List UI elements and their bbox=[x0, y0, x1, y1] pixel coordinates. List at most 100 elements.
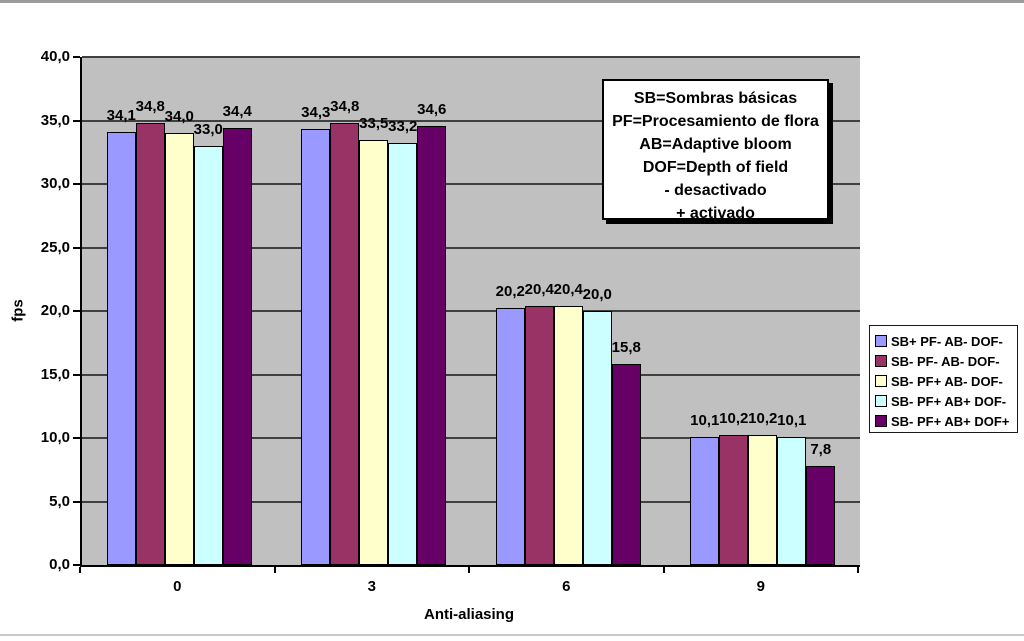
bar-data-label: 34,1 bbox=[106, 106, 136, 124]
bar-data-label: 34,0 bbox=[164, 108, 194, 126]
gridline bbox=[82, 246, 860, 249]
x-tick-mark bbox=[468, 567, 470, 573]
annotation-line: SB=Sombras básicas bbox=[633, 90, 798, 107]
bar-data-label: 33,5 bbox=[359, 114, 389, 132]
bar-data-label: 10,2 bbox=[748, 410, 778, 428]
legend-swatch-icon bbox=[875, 375, 887, 387]
bar bbox=[301, 129, 331, 565]
bottom-border-line bbox=[0, 634, 1024, 636]
top-border-line bbox=[0, 0, 1024, 3]
annotation-box: SB=Sombras básicas PF=Procesamiento de fl… bbox=[602, 79, 829, 222]
x-tick-mark bbox=[273, 567, 276, 573]
y-tick-label: 5,0 bbox=[49, 492, 70, 510]
y-tick-mark bbox=[73, 119, 80, 122]
bar bbox=[806, 465, 836, 565]
annotation-line: + activado bbox=[676, 205, 755, 222]
annotation-line: DOF=Depth of field bbox=[642, 159, 789, 176]
y-tick-label: 25,0 bbox=[40, 238, 70, 256]
bar bbox=[193, 145, 223, 565]
x-tick-mark bbox=[79, 567, 81, 573]
y-tick-mark bbox=[73, 500, 80, 503]
bar bbox=[777, 436, 807, 565]
legend-label: SB- PF+ AB- DOF- bbox=[891, 373, 1003, 389]
bar bbox=[330, 123, 360, 565]
y-tick-label: 35,0 bbox=[40, 111, 70, 129]
bar bbox=[524, 305, 554, 565]
bar bbox=[553, 305, 583, 565]
bar bbox=[582, 311, 612, 565]
y-tick-mark bbox=[73, 56, 80, 58]
bar-data-label: 33,2 bbox=[388, 118, 418, 136]
legend-swatch-icon bbox=[875, 355, 887, 367]
y-tick-mark bbox=[73, 310, 80, 312]
legend-swatch-icon bbox=[875, 335, 887, 347]
bar-data-label: 34,8 bbox=[135, 98, 165, 116]
x-tick-mark bbox=[662, 567, 665, 573]
bar bbox=[164, 133, 194, 565]
x-tick-mark bbox=[857, 567, 859, 573]
annotation-line: PF=Procesamiento de flora bbox=[612, 113, 819, 130]
y-tick-label: 0,0 bbox=[49, 556, 70, 573]
y-tick-label: 15,0 bbox=[40, 365, 70, 383]
annotation-line: AB=Adaptive bloom bbox=[639, 136, 792, 153]
legend-item: SB+ PF- AB- DOF- bbox=[875, 331, 1017, 351]
bar bbox=[611, 364, 641, 565]
x-category-label: 0 bbox=[173, 578, 182, 595]
y-axis-title: fps bbox=[9, 299, 27, 322]
bar-data-label: 10,2 bbox=[719, 410, 749, 428]
bar-data-label: 7,8 bbox=[810, 440, 832, 458]
bar bbox=[222, 128, 252, 565]
legend-swatch-icon bbox=[875, 415, 887, 427]
bar-data-label: 20,4 bbox=[524, 280, 554, 298]
gridline bbox=[82, 373, 860, 376]
y-tick-mark bbox=[73, 564, 80, 566]
bar bbox=[719, 435, 749, 565]
gridline bbox=[82, 437, 860, 439]
bar-data-label: 34,4 bbox=[222, 103, 252, 121]
bar-data-label: 20,0 bbox=[582, 286, 612, 303]
y-tick-label: 10,0 bbox=[40, 429, 70, 446]
y-tick-label: 40,0 bbox=[40, 48, 70, 65]
gridline bbox=[82, 310, 860, 312]
gridline bbox=[82, 183, 860, 185]
y-tick-mark bbox=[73, 183, 80, 185]
bar-data-label: 34,6 bbox=[417, 100, 447, 118]
bar bbox=[748, 435, 778, 565]
bar-data-label: 10,1 bbox=[690, 411, 720, 429]
x-category-label: 9 bbox=[756, 578, 765, 595]
annotation-line: - desactivado bbox=[664, 182, 767, 199]
bar-data-label: 15,8 bbox=[611, 339, 641, 357]
y-tick-mark bbox=[73, 437, 80, 439]
legend: SB+ PF- AB- DOF- SB- PF- AB- DOF- SB- PF+ … bbox=[869, 325, 1018, 433]
bar bbox=[417, 125, 447, 565]
legend-label: SB- PF- AB- DOF- bbox=[891, 353, 1000, 369]
bar-data-label: 34,3 bbox=[301, 104, 331, 122]
legend-item: SB- PF- AB- DOF- bbox=[875, 351, 1017, 371]
bar-data-label: 34,8 bbox=[330, 98, 360, 116]
legend-item: SB- PF+ AB+ DOF- bbox=[875, 391, 1017, 411]
legend-item: SB- PF+ AB+ DOF+ bbox=[875, 411, 1017, 431]
y-tick-mark bbox=[73, 246, 80, 249]
x-category-label: 6 bbox=[562, 578, 571, 595]
x-axis-title: Anti-aliasing bbox=[423, 606, 514, 623]
bar bbox=[135, 123, 165, 565]
legend-label: SB- PF+ AB+ DOF- bbox=[891, 393, 1007, 409]
x-category-label: 3 bbox=[367, 578, 376, 595]
legend-swatch-icon bbox=[875, 395, 887, 407]
bar bbox=[388, 143, 418, 565]
y-tick-label: 30,0 bbox=[40, 175, 70, 192]
y-tick-label: 20,0 bbox=[40, 302, 70, 319]
bar-data-label: 20,2 bbox=[495, 283, 525, 301]
bar-data-label: 33,0 bbox=[193, 120, 223, 138]
gridline bbox=[82, 119, 860, 122]
bar bbox=[106, 131, 136, 565]
legend-item: SB- PF+ AB- DOF- bbox=[875, 371, 1017, 391]
bar-data-label: 10,1 bbox=[777, 411, 807, 429]
gridline bbox=[82, 56, 860, 58]
bar-data-label: 20,4 bbox=[553, 280, 583, 298]
legend-label: SB+ PF- AB- DOF- bbox=[891, 333, 1003, 349]
bar bbox=[495, 308, 525, 565]
legend-label: SB- PF+ AB+ DOF+ bbox=[891, 413, 1010, 429]
bar bbox=[359, 139, 389, 565]
